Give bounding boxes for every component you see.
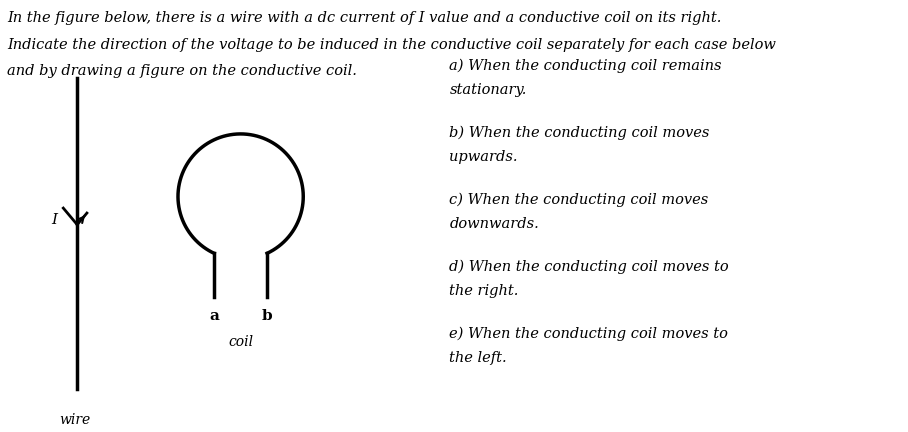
Text: b) When the conducting coil moves: b) When the conducting coil moves	[449, 125, 710, 140]
Text: stationary.: stationary.	[449, 83, 527, 97]
Text: a: a	[209, 309, 219, 324]
Text: a) When the conducting coil remains: a) When the conducting coil remains	[449, 58, 722, 73]
Text: c) When the conducting coil moves: c) When the conducting coil moves	[449, 192, 709, 206]
Text: b: b	[262, 309, 272, 324]
Text: Indicate the direction of the voltage to be induced in the conductive coil separ: Indicate the direction of the voltage to…	[7, 38, 776, 51]
Text: I: I	[51, 213, 57, 227]
Text: In the figure below, there is a wire with a dc current of I value and a conducti: In the figure below, there is a wire wit…	[7, 11, 722, 25]
Text: the right.: the right.	[449, 284, 518, 298]
Text: d) When the conducting coil moves to: d) When the conducting coil moves to	[449, 259, 729, 273]
Text: downwards.: downwards.	[449, 217, 539, 231]
Text: upwards.: upwards.	[449, 150, 518, 164]
Text: the left.: the left.	[449, 351, 507, 365]
Text: coil: coil	[228, 335, 253, 349]
Text: and by drawing a figure on the conductive coil.: and by drawing a figure on the conductiv…	[7, 64, 357, 78]
Text: e) When the conducting coil moves to: e) When the conducting coil moves to	[449, 326, 728, 340]
Text: wire: wire	[59, 413, 90, 426]
